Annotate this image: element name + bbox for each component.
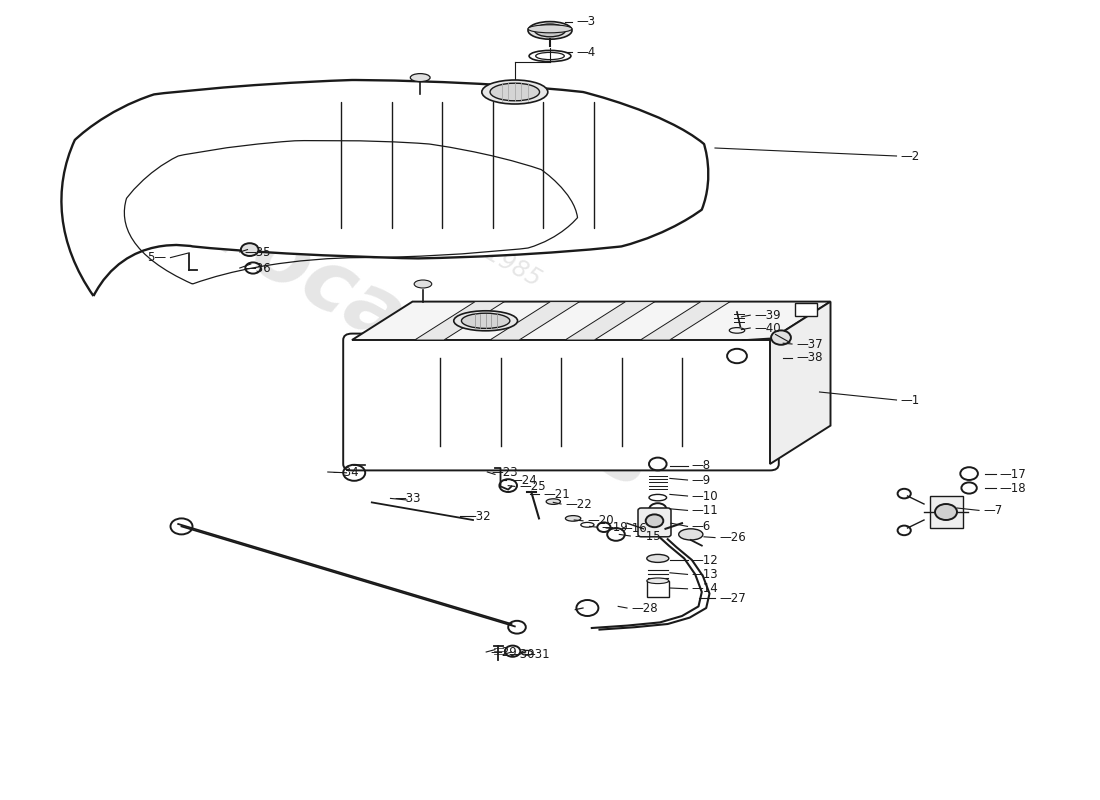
Text: —40: —40 bbox=[755, 322, 781, 334]
Ellipse shape bbox=[528, 22, 572, 39]
Text: —31: —31 bbox=[524, 648, 550, 661]
Text: —11: —11 bbox=[692, 504, 718, 517]
Text: eurocarparts: eurocarparts bbox=[101, 133, 669, 507]
Text: —35: —35 bbox=[244, 246, 271, 258]
Text: —32: —32 bbox=[464, 510, 491, 522]
Text: —25: —25 bbox=[519, 480, 546, 493]
FancyBboxPatch shape bbox=[343, 334, 779, 470]
Polygon shape bbox=[415, 302, 505, 340]
Circle shape bbox=[241, 243, 258, 256]
Polygon shape bbox=[640, 302, 730, 340]
Text: —28: —28 bbox=[631, 602, 658, 614]
Text: —27: —27 bbox=[719, 592, 746, 605]
Polygon shape bbox=[770, 302, 830, 464]
Text: —17: —17 bbox=[1000, 468, 1026, 481]
Text: —1: —1 bbox=[901, 394, 920, 406]
Text: —6: —6 bbox=[692, 520, 711, 533]
Text: —29: —29 bbox=[491, 646, 517, 658]
Text: —21: —21 bbox=[543, 488, 570, 501]
Text: —26: —26 bbox=[719, 531, 746, 544]
Text: —23: —23 bbox=[492, 466, 518, 478]
Ellipse shape bbox=[565, 515, 581, 522]
Text: a passion for parts since 1985: a passion for parts since 1985 bbox=[224, 92, 546, 292]
Text: —20: —20 bbox=[587, 514, 614, 527]
Text: —16: —16 bbox=[620, 522, 647, 535]
Bar bbox=[647, 581, 669, 597]
Text: —34: —34 bbox=[332, 466, 359, 478]
Polygon shape bbox=[352, 302, 830, 340]
Ellipse shape bbox=[546, 499, 560, 505]
Text: —13: —13 bbox=[692, 568, 718, 581]
Ellipse shape bbox=[414, 280, 431, 288]
Text: —37: —37 bbox=[796, 338, 823, 350]
Text: 5—: 5— bbox=[147, 251, 166, 264]
FancyBboxPatch shape bbox=[638, 508, 671, 537]
Text: —10: —10 bbox=[692, 490, 718, 502]
Ellipse shape bbox=[679, 529, 703, 540]
Ellipse shape bbox=[453, 310, 517, 331]
Ellipse shape bbox=[535, 24, 565, 37]
Text: —38: —38 bbox=[796, 351, 823, 364]
Ellipse shape bbox=[491, 83, 540, 101]
Text: —12: —12 bbox=[692, 554, 718, 566]
Polygon shape bbox=[565, 302, 654, 340]
Text: —24: —24 bbox=[510, 474, 537, 486]
Text: —36: —36 bbox=[244, 262, 271, 274]
Circle shape bbox=[935, 504, 957, 520]
Text: —15: —15 bbox=[635, 530, 661, 542]
Text: —4: —4 bbox=[576, 46, 596, 58]
Text: —9: —9 bbox=[692, 474, 711, 486]
Text: —19: —19 bbox=[602, 521, 628, 534]
PathPatch shape bbox=[62, 80, 708, 296]
Bar bbox=[930, 496, 962, 528]
Text: —39: —39 bbox=[755, 309, 781, 322]
Text: —7: —7 bbox=[983, 504, 1003, 517]
Ellipse shape bbox=[647, 554, 669, 562]
Text: —33: —33 bbox=[395, 492, 421, 505]
Text: —18: —18 bbox=[1000, 482, 1026, 494]
Text: —2: —2 bbox=[901, 150, 920, 162]
Ellipse shape bbox=[528, 25, 572, 33]
Text: —30: —30 bbox=[508, 648, 535, 661]
Polygon shape bbox=[490, 302, 580, 340]
Ellipse shape bbox=[462, 313, 509, 328]
Text: —3: —3 bbox=[576, 15, 595, 28]
Ellipse shape bbox=[410, 74, 430, 82]
Circle shape bbox=[646, 514, 663, 527]
Circle shape bbox=[771, 330, 791, 345]
Ellipse shape bbox=[482, 80, 548, 104]
Text: —22: —22 bbox=[565, 498, 592, 510]
Text: —14: —14 bbox=[692, 582, 718, 595]
Ellipse shape bbox=[647, 578, 669, 583]
Bar bbox=[795, 303, 817, 316]
Text: —8: —8 bbox=[692, 459, 711, 472]
